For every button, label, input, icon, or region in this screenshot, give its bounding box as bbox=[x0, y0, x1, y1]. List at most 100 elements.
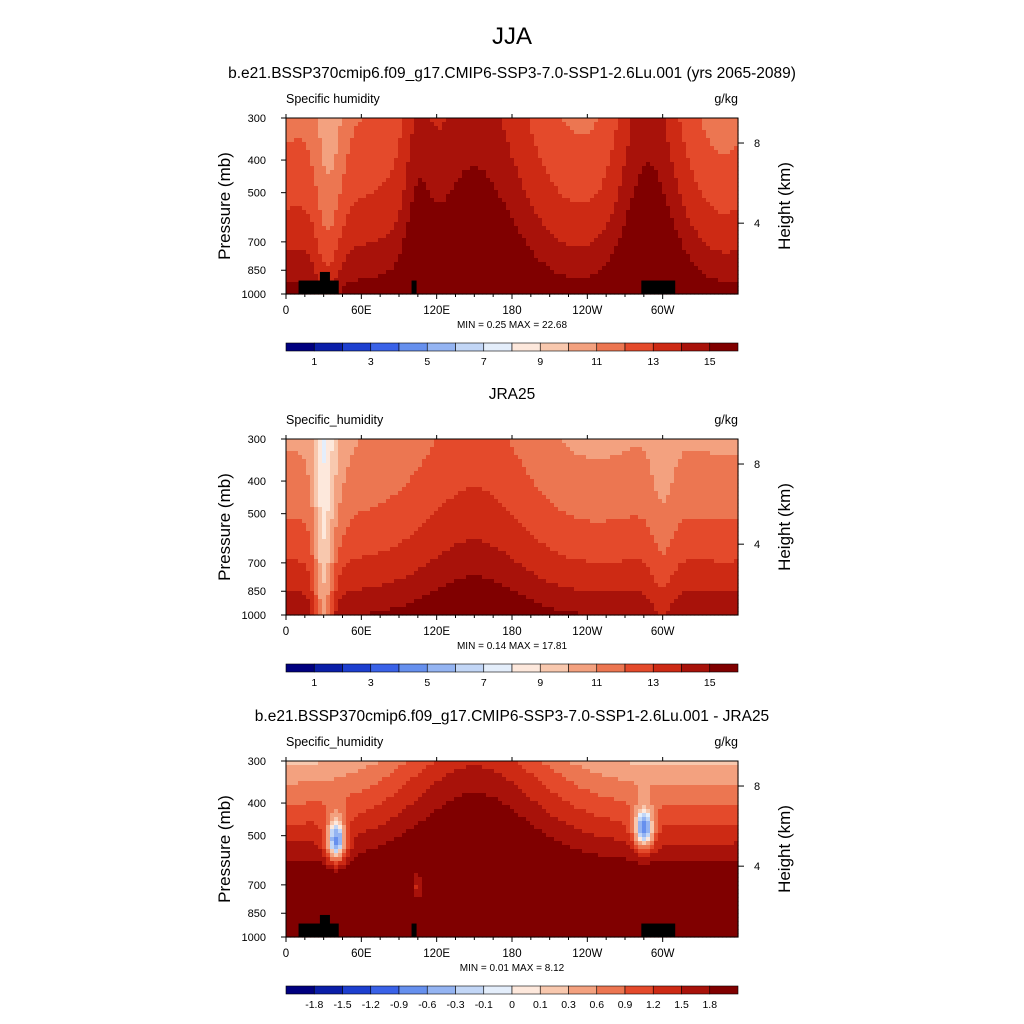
heatmap-cell bbox=[426, 118, 431, 123]
heatmap-cell bbox=[470, 158, 475, 163]
heatmap-cell bbox=[650, 178, 655, 183]
heatmap-cell bbox=[514, 266, 519, 271]
heatmap-cell bbox=[670, 178, 675, 183]
heatmap-cell bbox=[426, 254, 431, 259]
heatmap-cell bbox=[662, 146, 667, 151]
heatmap-cell bbox=[294, 214, 299, 219]
heatmap-cell bbox=[586, 254, 591, 259]
heatmap-cell bbox=[598, 194, 603, 199]
heatmap-cell bbox=[730, 282, 735, 287]
heatmap-cell bbox=[474, 206, 479, 211]
heatmap-cell bbox=[298, 266, 303, 271]
heatmap-cell bbox=[498, 250, 503, 255]
heatmap-cell bbox=[318, 230, 323, 235]
heatmap-cell bbox=[530, 234, 535, 239]
heatmap-cell bbox=[294, 266, 299, 271]
heatmap-cell bbox=[534, 118, 539, 123]
heatmap-cell bbox=[606, 198, 611, 203]
heatmap-cell bbox=[338, 254, 343, 259]
heatmap-cell bbox=[458, 194, 463, 199]
heatmap-cell bbox=[658, 182, 663, 187]
heatmap-cell bbox=[706, 166, 711, 171]
heatmap-cell bbox=[434, 282, 439, 287]
heatmap-cell bbox=[402, 146, 407, 151]
heatmap-cell bbox=[454, 118, 459, 123]
heatmap-cell bbox=[362, 130, 367, 135]
heatmap-cell bbox=[550, 274, 555, 279]
heatmap-cell bbox=[726, 254, 731, 259]
heatmap-cell bbox=[346, 238, 351, 243]
heatmap-cell bbox=[322, 258, 327, 263]
heatmap-cell bbox=[602, 226, 607, 231]
heatmap-cell bbox=[702, 258, 707, 263]
heatmap-cell bbox=[418, 158, 423, 163]
heatmap-cell bbox=[370, 274, 375, 279]
heatmap-cell bbox=[710, 146, 715, 151]
heatmap-cell bbox=[638, 182, 643, 187]
heatmap-cell bbox=[338, 246, 343, 251]
heatmap-cell bbox=[718, 158, 723, 163]
heatmap-cell bbox=[390, 206, 395, 211]
heatmap-cell bbox=[650, 162, 655, 167]
heatmap-cell bbox=[618, 174, 623, 179]
heatmap-cell bbox=[510, 194, 515, 199]
heatmap-cell bbox=[678, 134, 683, 139]
heatmap-cell bbox=[430, 270, 435, 275]
heatmap-cell bbox=[486, 178, 491, 183]
heatmap-cell bbox=[522, 154, 527, 159]
heatmap-cell bbox=[566, 214, 571, 219]
heatmap-cell bbox=[638, 166, 643, 171]
heatmap-cell bbox=[454, 122, 459, 127]
heatmap-cell bbox=[498, 202, 503, 207]
heatmap-cell bbox=[666, 214, 671, 219]
heatmap-cell bbox=[322, 206, 327, 211]
heatmap-cell bbox=[594, 150, 599, 155]
heatmap-cell bbox=[354, 198, 359, 203]
heatmap-cell bbox=[630, 274, 635, 279]
heatmap-cell bbox=[694, 206, 699, 211]
heatmap-cell bbox=[558, 138, 563, 143]
heatmap-cell bbox=[570, 230, 575, 235]
heatmap-cell bbox=[510, 198, 515, 203]
heatmap-cell bbox=[446, 266, 451, 271]
heatmap-cell bbox=[366, 182, 371, 187]
heatmap-cell bbox=[594, 186, 599, 191]
heatmap-cell bbox=[322, 170, 327, 175]
heatmap-cell bbox=[666, 134, 671, 139]
heatmap-cell bbox=[702, 254, 707, 259]
heatmap-cell bbox=[338, 206, 343, 211]
heatmap-cell bbox=[594, 202, 599, 207]
heatmap-cell bbox=[674, 278, 679, 283]
heatmap-cell bbox=[434, 150, 439, 155]
heatmap-cell bbox=[354, 262, 359, 267]
heatmap-cell bbox=[674, 178, 679, 183]
heatmap-cell bbox=[310, 218, 315, 223]
heatmap-cell bbox=[546, 142, 551, 147]
heatmap-cell bbox=[638, 250, 643, 255]
heatmap-cell bbox=[710, 194, 715, 199]
heatmap-cell bbox=[638, 158, 643, 163]
heatmap-cell bbox=[286, 178, 291, 183]
heatmap-cell bbox=[490, 234, 495, 239]
heatmap-cell bbox=[590, 230, 595, 235]
heatmap-cell bbox=[654, 174, 659, 179]
heatmap-cell bbox=[602, 134, 607, 139]
heatmap-cell bbox=[510, 246, 515, 251]
heatmap-cell bbox=[490, 246, 495, 251]
heatmap-cell bbox=[334, 278, 339, 283]
heatmap-cell bbox=[550, 254, 555, 259]
heatmap-cell bbox=[714, 202, 719, 207]
heatmap-cell bbox=[590, 126, 595, 131]
heatmap-cell bbox=[558, 146, 563, 151]
heatmap-cell bbox=[482, 198, 487, 203]
heatmap-cell bbox=[650, 146, 655, 151]
heatmap-cell bbox=[326, 262, 331, 267]
heatmap-cell bbox=[414, 206, 419, 211]
heatmap-cell bbox=[386, 274, 391, 279]
heatmap-cell bbox=[346, 246, 351, 251]
heatmap-cell bbox=[610, 134, 615, 139]
heatmap-cell bbox=[354, 238, 359, 243]
heatmap-cell bbox=[574, 214, 579, 219]
heatmap-cell bbox=[394, 146, 399, 151]
heatmap-cell bbox=[306, 122, 311, 127]
